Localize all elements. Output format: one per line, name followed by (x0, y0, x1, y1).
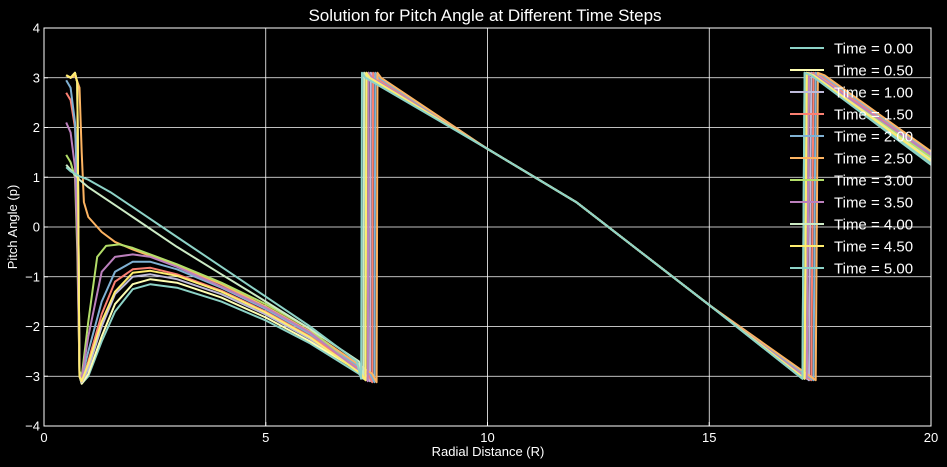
y-tick-label: 2 (33, 120, 40, 135)
legend: Time = 0.00 Time = 0.50 Time = 1.00 Time = … (790, 41, 913, 278)
series-lines (65, 71, 931, 385)
x-tick-label: 0 (40, 430, 47, 445)
chart-title: Solution for Pitch Angle at Different Ti… (308, 6, 661, 25)
x-tick-label: 20 (924, 430, 938, 445)
y-tick-label: 0 (33, 220, 40, 235)
y-tick-label: −3 (25, 369, 40, 384)
y-tick-label: 3 (33, 70, 40, 85)
legend-label-5: Time = 2.50 (834, 151, 913, 168)
series-line-10 (65, 71, 931, 380)
legend-label-7: Time = 3.50 (834, 195, 913, 212)
legend-label-10: Time = 5.00 (834, 261, 913, 278)
y-tick-label: 4 (33, 21, 40, 36)
x-axis-label: Radial Distance (R) (432, 444, 545, 459)
x-tick-label: 10 (480, 430, 494, 445)
y-tick-label: −2 (25, 319, 40, 334)
legend-label-4: Time = 2.00 (834, 129, 913, 146)
y-axis-label: Pitch Angle (p) (5, 185, 20, 270)
y-tick-label: −1 (25, 269, 40, 284)
x-tick-label: 5 (262, 430, 269, 445)
x-tick-label: 15 (702, 430, 716, 445)
y-tick-label: 1 (33, 170, 40, 185)
legend-label-9: Time = 4.50 (834, 239, 913, 256)
y-tick-label: −4 (25, 419, 40, 434)
legend-label-0: Time = 0.00 (834, 41, 913, 58)
legend-label-8: Time = 4.00 (834, 217, 913, 234)
legend-label-1: Time = 0.50 (834, 63, 913, 80)
axis-ticks: 0 5 10 15 20 −4 −3 −2 −1 0 1 2 3 4 (25, 21, 938, 446)
legend-label-6: Time = 3.00 (834, 173, 913, 190)
legend-label-3: Time = 1.50 (834, 107, 913, 124)
legend-label-2: Time = 1.00 (834, 85, 913, 102)
